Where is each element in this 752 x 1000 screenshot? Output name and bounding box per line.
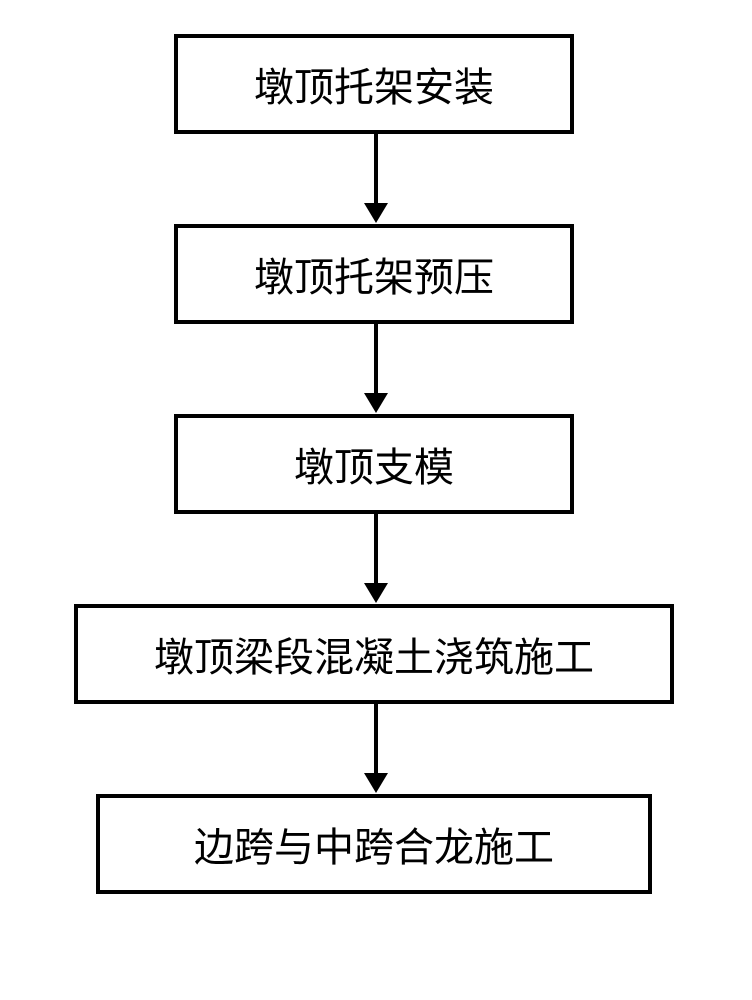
flowchart-arrow [364, 704, 388, 793]
flowchart-arrow [364, 514, 388, 603]
step-label: 墩顶支模 [294, 435, 454, 493]
flowchart-step-4: 墩顶梁段混凝土浇筑施工 [74, 604, 674, 704]
step-label: 墩顶托架预压 [254, 245, 494, 303]
flowchart-arrow [364, 134, 388, 223]
flowchart-step-3: 墩顶支模 [174, 414, 574, 514]
flowchart-container: 墩顶托架安装 墩顶托架预压 墩顶支模 墩顶梁段混凝土浇筑施工 边跨与中跨合龙施工 [0, 0, 752, 1000]
flowchart-step-2: 墩顶托架预压 [174, 224, 574, 324]
flowchart-step-1: 墩顶托架安装 [174, 34, 574, 134]
flowchart-step-5: 边跨与中跨合龙施工 [96, 794, 652, 894]
flowchart-arrow [364, 324, 388, 413]
step-label: 墩顶梁段混凝土浇筑施工 [154, 625, 594, 683]
step-label: 墩顶托架安装 [254, 55, 494, 113]
step-label: 边跨与中跨合龙施工 [194, 815, 554, 873]
